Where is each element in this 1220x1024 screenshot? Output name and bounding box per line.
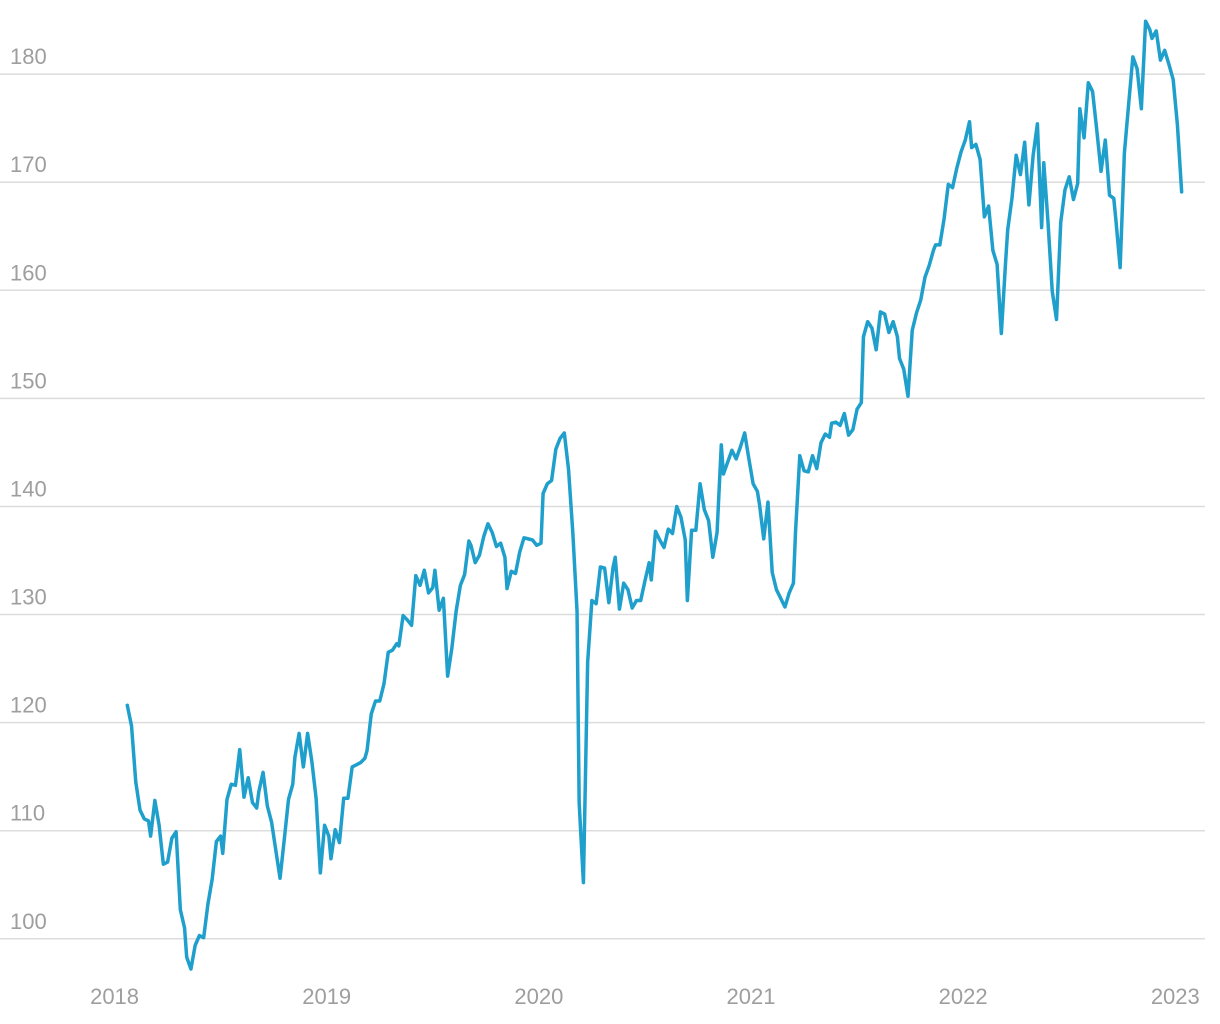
y-tick-label: 180 bbox=[10, 44, 47, 69]
y-tick-label: 100 bbox=[10, 909, 47, 934]
x-tick-label: 2022 bbox=[939, 984, 988, 1009]
x-tick-label: 2023 bbox=[1151, 984, 1200, 1009]
x-tick-label: 2020 bbox=[514, 984, 563, 1009]
y-tick-label: 150 bbox=[10, 368, 47, 393]
y-tick-label: 140 bbox=[10, 476, 47, 501]
y-tick-label: 110 bbox=[10, 801, 45, 826]
data-line bbox=[125, 19, 1184, 971]
y-tick-label: 170 bbox=[10, 152, 47, 177]
x-tick-label: 2021 bbox=[727, 984, 776, 1009]
y-tick-label: 130 bbox=[10, 585, 47, 610]
x-tick-label: 2019 bbox=[302, 984, 351, 1009]
x-tick-label: 2018 bbox=[90, 984, 139, 1009]
y-tick-label: 160 bbox=[10, 260, 47, 285]
y-tick-label: 120 bbox=[10, 693, 47, 718]
